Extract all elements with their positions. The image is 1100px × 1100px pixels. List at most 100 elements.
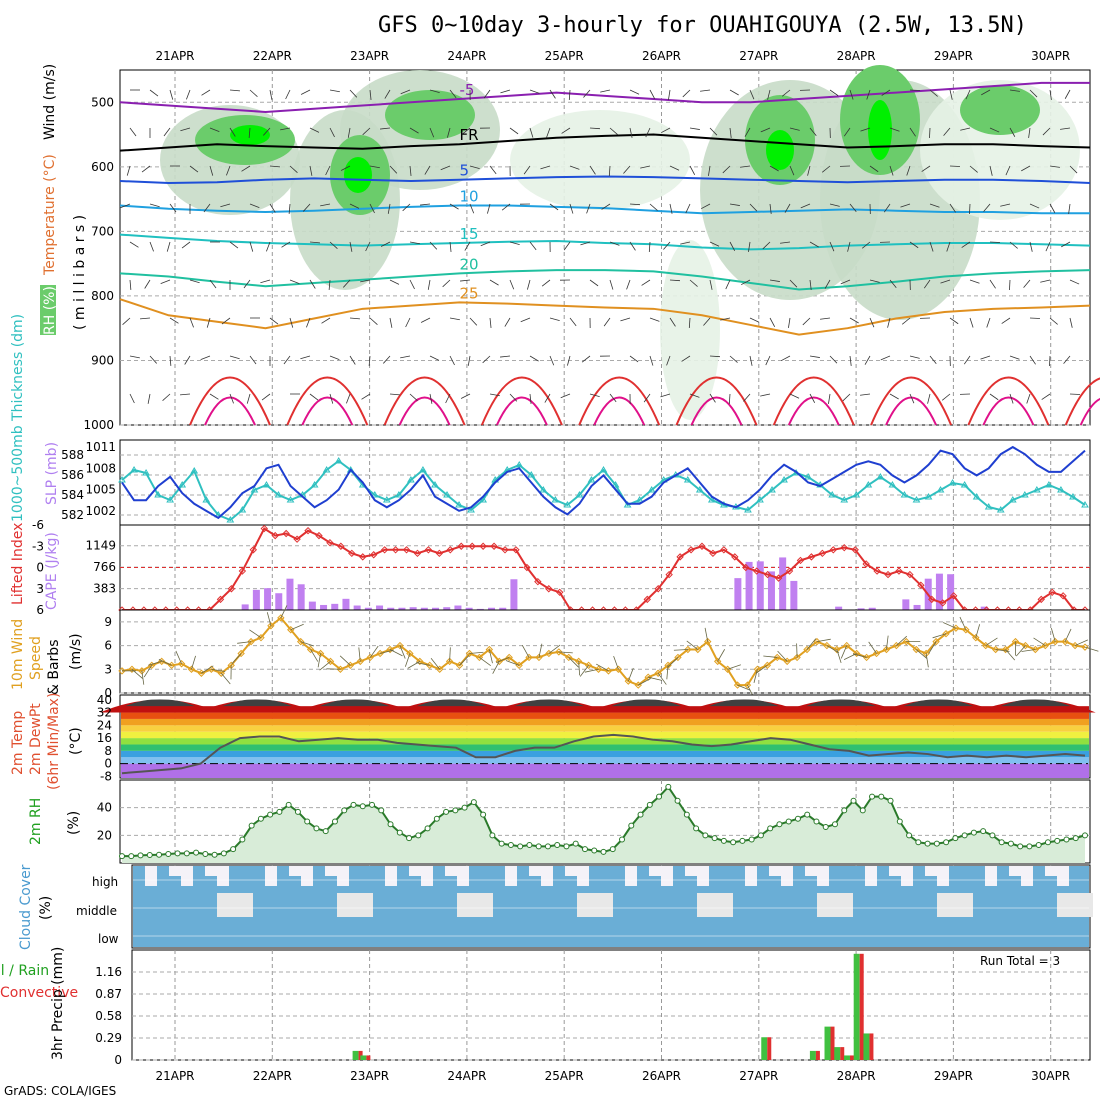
wind-speed-line-marker: [406, 649, 414, 658]
lifted-index-line-marker: [479, 542, 487, 550]
wind-barb: [729, 89, 739, 96]
wind-speed-line-marker: [267, 622, 275, 630]
wind-barb: [389, 279, 400, 285]
wind-barb: [629, 127, 633, 138]
wind-barb: [429, 355, 440, 361]
lifted-index-line-marker: [216, 595, 225, 604]
wind-barb: [500, 355, 511, 358]
rh2m-line-marker: [896, 818, 903, 825]
warm-arc-inner: [982, 396, 1035, 426]
wind10m-barb: [826, 645, 840, 654]
wind-speed-line-marker: [594, 665, 603, 673]
precip-conv-bar: [840, 1047, 845, 1060]
rh2m-line-marker: [748, 836, 755, 843]
wind-barb: [809, 127, 817, 137]
wind-barb: [349, 355, 356, 365]
rh2m-line-marker: [498, 840, 505, 847]
thickness-line-marker: [888, 481, 897, 488]
cape-bar: [443, 607, 451, 610]
wind-barb: [880, 355, 891, 361]
wind-barb: [889, 393, 899, 400]
wind-barb: [229, 393, 234, 404]
wind-barb: [447, 127, 451, 138]
temp-max-peak: [319, 698, 390, 707]
cloud-gap-high: [457, 866, 469, 886]
pressure-tick: 600: [91, 160, 114, 174]
cape-bar: [510, 579, 518, 610]
rh2m-line-marker: [1035, 842, 1042, 849]
wind-barb: [949, 317, 959, 325]
rh2m-line-marker: [915, 839, 922, 846]
lifted-index-line-marker: [939, 599, 947, 607]
wind10m-barb: [717, 649, 726, 662]
cape-bar: [756, 561, 764, 610]
wind-barb: [560, 393, 571, 399]
rh2m-line-marker: [480, 811, 487, 818]
wind10m-barb: [925, 653, 929, 668]
bottom-date-5: 26APR: [642, 1069, 681, 1083]
lifted-index-line-marker: [391, 546, 400, 554]
wind-barb: [509, 393, 518, 402]
rh2m-line-marker: [507, 842, 514, 849]
wind-barb: [660, 127, 671, 134]
wind-barb: [709, 393, 716, 403]
wind10m-barb: [942, 622, 957, 629]
wind-barb: [200, 355, 211, 360]
precip-tick: 1.16: [95, 965, 122, 979]
wind-speed-line-marker: [743, 681, 752, 689]
cloud-gap-high: [781, 866, 793, 886]
wind-speed-line-marker: [942, 630, 950, 638]
wind-speed-line-marker: [991, 645, 1000, 654]
wind-barb: [309, 241, 320, 244]
wind-barb: [180, 127, 191, 132]
thickness-line-marker: [334, 457, 343, 464]
warm-arc: [480, 376, 563, 426]
cloud-gap-high: [685, 866, 697, 876]
top-date-axis: 21APR 22APR 23APR 24APR 25APR 26APR 27APR 28APR…: [155, 49, 1070, 63]
lifted-index-line-marker: [917, 581, 925, 589]
lifted-index-label: Lifted Index: [10, 523, 26, 605]
wind-barb: [120, 203, 131, 208]
wind-barb: [769, 279, 780, 282]
wind-barb: [649, 317, 660, 322]
rh2m-line-marker: [257, 815, 264, 822]
cloud-unit: (%): [38, 896, 54, 920]
wind-barb: [140, 317, 151, 320]
wind-barb: [1028, 127, 1031, 138]
wind-speed-line-marker: [1001, 645, 1010, 654]
wind-barb: [681, 355, 691, 362]
wind-barb: [809, 393, 816, 404]
top-date-7: 28APR: [837, 49, 876, 63]
wind-barb: [501, 203, 511, 211]
temp-tick: 24: [97, 718, 112, 732]
cloud-gap-middle: [721, 893, 733, 917]
wind10m-barb: [310, 649, 319, 662]
wind-barb: [529, 355, 539, 362]
wind-speed-line-marker: [545, 649, 553, 658]
wind-barb: [464, 241, 471, 251]
cloud-gap-middle: [961, 893, 973, 917]
wind-barb: [1029, 241, 1033, 252]
wind-speed-line-marker: [525, 653, 533, 662]
cloud-gap-high: [1009, 866, 1021, 876]
thickness-line-marker: [1020, 491, 1029, 498]
temp2m-label-2: 2m DewPt: [28, 703, 44, 775]
rh2m-line-marker: [294, 808, 301, 815]
wind10m-barb: [249, 629, 262, 638]
wind-barb: [820, 317, 831, 320]
wind10m-barb: [399, 645, 406, 659]
wind-barb: [941, 393, 951, 401]
wind-barb: [1061, 241, 1071, 248]
thickness-tick: 588: [61, 448, 84, 462]
rh2m-line-marker: [267, 811, 274, 818]
wind-barb: [489, 317, 492, 328]
wind-barb: [641, 279, 651, 286]
wind-barb: [389, 393, 400, 396]
thickness-line-marker: [611, 481, 620, 488]
wind-barb: [361, 393, 371, 400]
wind-speed-line-marker: [376, 649, 384, 658]
wind10m-barb: [266, 612, 272, 626]
bottom-date-7: 28APR: [837, 1069, 876, 1083]
wind-speed-line-marker: [852, 649, 861, 658]
wind-barb: [549, 89, 556, 99]
